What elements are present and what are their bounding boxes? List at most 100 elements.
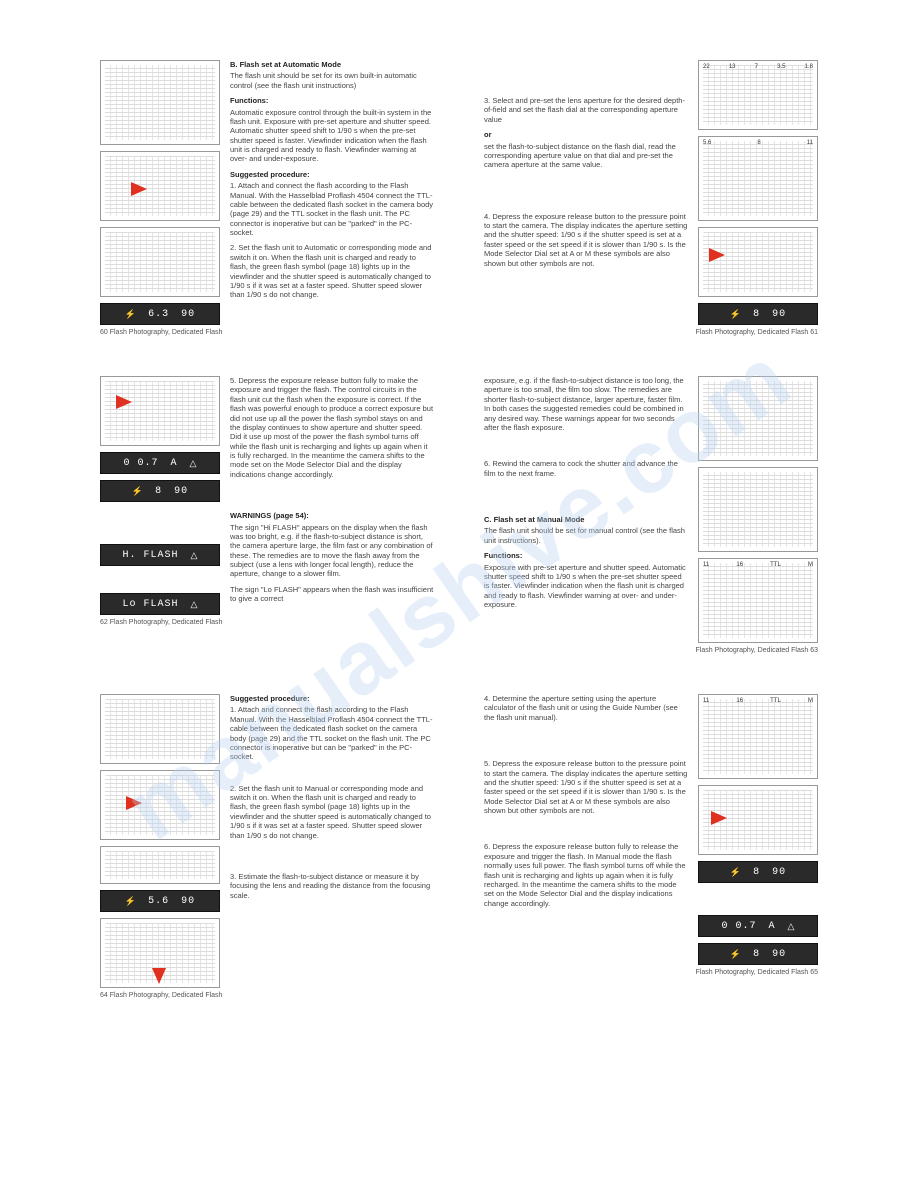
page-footer-62: 62 Flash Photography, Dedicated Flash <box>100 619 434 626</box>
section-b-intro: The flash unit should be set for its own… <box>230 71 434 90</box>
lcd-aperture: 5.6 <box>148 896 169 907</box>
or-text: or <box>484 130 688 139</box>
quadrant-65: 4. Determine the aperture setting using … <box>484 694 818 999</box>
lcd-left: 0 0.7 <box>124 458 159 469</box>
lcd-shutter: 90 <box>772 949 786 960</box>
text-column-64: Suggested procedure: 1. Attach and conne… <box>230 694 434 988</box>
image-column-64: ⚡ 5.6 90 <box>100 694 220 988</box>
lcd-left: 0 0.7 <box>722 921 757 932</box>
flash-icon: ⚡ <box>730 867 741 878</box>
quadrant-61: 3. Select and pre-set the lens aperture … <box>484 60 818 336</box>
procedure-heading-64: Suggested procedure: <box>230 694 434 703</box>
quadrant-64: ⚡ 5.6 90 Suggested procedure: 1. Attach … <box>100 694 434 999</box>
lcd-aperture: 8 <box>155 486 162 497</box>
figure-flash-dial-64 <box>100 694 220 764</box>
figure-release-button <box>698 227 818 297</box>
procedure-step-1: 1. Attach and connect the flash accordin… <box>230 181 434 237</box>
page-grid: ⚡ 6.3 90 B. Flash set at Automatic Mode … <box>100 60 818 999</box>
text-column-63: exposure, e.g. if the flash-to-subject d… <box>484 376 688 643</box>
warning-icon: △ <box>191 599 198 610</box>
lcd-display-65b: 0 0.7 A △ <box>698 915 818 937</box>
lcd-aperture: 6.3 <box>148 309 169 320</box>
lcd-shutter: 90 <box>772 309 786 320</box>
figure-ttl-dial: 1116TTLM <box>698 558 818 643</box>
lcd-aperture: 8 <box>753 309 760 320</box>
figure-release-65 <box>698 785 818 855</box>
lcd-display-61: ⚡ 8 90 <box>698 303 818 325</box>
ttl-scale: 1116TTLM <box>703 562 813 568</box>
functions-text-c: Exposure with pre-set aperture and shutt… <box>484 563 688 610</box>
lcd-right: A <box>769 921 776 932</box>
warning-icon: △ <box>191 550 198 561</box>
lcd-lo-flash: Lo FLASH △ <box>100 593 220 615</box>
figure-film-advance <box>698 467 818 552</box>
flash-icon: ⚡ <box>132 486 143 497</box>
lcd-display-62a: 0 0.7 A △ <box>100 452 220 474</box>
page-footer-60: 60 Flash Photography, Dedicated Flash <box>100 329 434 336</box>
page-footer-65: Flash Photography, Dedicated Flash 65 <box>484 969 818 976</box>
text-column-61: 3. Select and pre-set the lens aperture … <box>484 60 688 325</box>
flash-icon: ⚡ <box>730 309 741 320</box>
figure-ttl-dial-65: 1116TTLM <box>698 694 818 779</box>
warning-lo-text: The sign "Lo FLASH" appears when the fla… <box>230 585 434 604</box>
figure-cable-attach <box>100 770 220 840</box>
lcd-shutter: 90 <box>772 867 786 878</box>
figure-flash-cable <box>100 151 220 221</box>
warning-icon: △ <box>190 458 197 469</box>
lcd-aperture: 8 <box>753 867 760 878</box>
procedure-step-4-65: 4. Determine the aperture setting using … <box>484 694 688 722</box>
section-c-title: C. Flash set at Manual Mode <box>484 515 688 524</box>
lo-flash-text: Lo FLASH <box>123 599 179 610</box>
figure-mode-switch <box>100 846 220 884</box>
quadrant-63: exposure, e.g. if the flash-to-subject d… <box>484 376 818 654</box>
lcd-shutter: 90 <box>174 486 188 497</box>
lcd-display-64: ⚡ 5.6 90 <box>100 890 220 912</box>
warning-hi-text: The sign "Hi FLASH" appears on the displ… <box>230 523 434 579</box>
image-column-60: ⚡ 6.3 90 <box>100 60 220 325</box>
scale-numbers: 221373.51.8 <box>703 64 813 70</box>
lcd-display-62b: ⚡ 8 90 <box>100 480 220 502</box>
procedure-step-2-64: 2. Set the flash unit to Manual or corre… <box>230 784 434 840</box>
figure-release-full <box>100 376 220 446</box>
page-footer-61: Flash Photography, Dedicated Flash 61 <box>484 329 818 336</box>
functions-heading-c: Functions: <box>484 551 688 560</box>
quadrant-62: 0 0.7 A △ ⚡ 8 90 H. FLASH △ Lo FLASH <box>100 376 434 654</box>
page-footer-63: Flash Photography, Dedicated Flash 63 <box>484 647 818 654</box>
lcd-right: A <box>171 458 178 469</box>
image-column-63: 1116TTLM <box>698 376 818 643</box>
flash-icon: ⚡ <box>730 949 741 960</box>
text-column-60: B. Flash set at Automatic Mode The flash… <box>230 60 434 325</box>
procedure-step-4: 4. Depress the exposure release button t… <box>484 212 688 268</box>
procedure-step-3: 3. Select and pre-set the lens aperture … <box>484 96 688 124</box>
ttl-scale: 1116TTLM <box>703 698 813 704</box>
figure-camera-rewind <box>698 376 818 461</box>
functions-text: Automatic exposure control through the b… <box>230 108 434 164</box>
procedure-step-5: 5. Depress the exposure release button f… <box>230 376 434 479</box>
figure-distance-scale: 221373.51.8 <box>698 60 818 130</box>
page-footer-64: 64 Flash Photography, Dedicated Flash <box>100 992 434 999</box>
hi-flash-text: H. FLASH <box>123 550 179 561</box>
quadrant-60: ⚡ 6.3 90 B. Flash set at Automatic Mode … <box>100 60 434 336</box>
figure-camera-top <box>100 60 220 145</box>
section-c-intro: The flash unit should be set for manual … <box>484 526 688 545</box>
lcd-display-60: ⚡ 6.3 90 <box>100 303 220 325</box>
figure-mode-dial <box>100 227 220 297</box>
procedure-step-5-65: 5. Depress the exposure release button t… <box>484 759 688 815</box>
lcd-shutter: 90 <box>181 309 195 320</box>
procedure-step-2: 2. Set the flash unit to Automatic or co… <box>230 243 434 299</box>
procedure-step-6-65: 6. Depress the exposure release button f… <box>484 842 688 908</box>
warning-icon: △ <box>788 921 795 932</box>
procedure-step-3b: set the flash-to-subject distance on the… <box>484 142 688 170</box>
lcd-display-65c: ⚡ 8 90 <box>698 943 818 965</box>
text-column-65: 4. Determine the aperture setting using … <box>484 694 688 965</box>
functions-heading: Functions: <box>230 96 434 105</box>
aperture-numbers: 5.6811 <box>703 140 813 146</box>
image-column-61: 221373.51.8 5.6811 ⚡ 8 90 <box>698 60 818 325</box>
procedure-heading: Suggested procedure: <box>230 170 434 179</box>
warning-continued: exposure, e.g. if the flash-to-subject d… <box>484 376 688 432</box>
image-column-62: 0 0.7 A △ ⚡ 8 90 H. FLASH △ Lo FLASH <box>100 376 220 615</box>
figure-aperture-dial: 5.6811 <box>698 136 818 221</box>
lcd-display-65a: ⚡ 8 90 <box>698 861 818 883</box>
flash-icon: ⚡ <box>125 896 136 907</box>
lcd-hi-flash: H. FLASH △ <box>100 544 220 566</box>
